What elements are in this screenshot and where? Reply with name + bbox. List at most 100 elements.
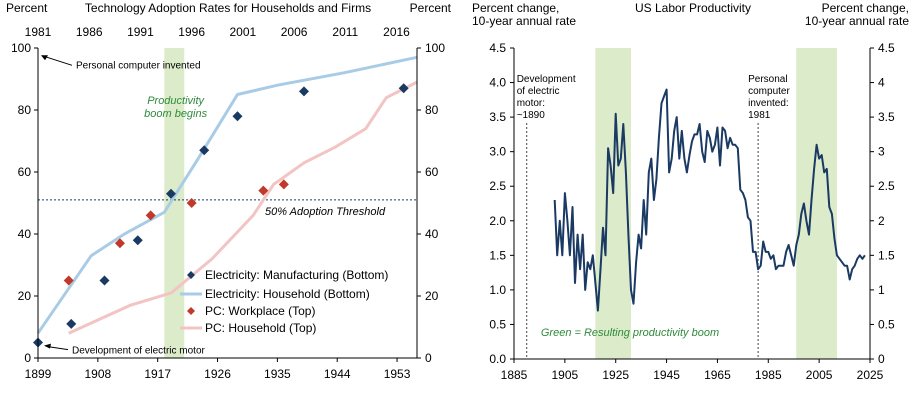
motor-arrow [47, 346, 69, 351]
y-tick-label-right: 4 [878, 76, 885, 90]
point-electricity-manufacturing-bottom- [199, 145, 210, 156]
event-marker-label: computer [748, 86, 790, 97]
right-ylabel-right-line-2: 10-year annual rate [805, 14, 909, 28]
point-pc-workplace-top- [278, 179, 289, 190]
productivity-boom-band [595, 48, 631, 359]
x-top-tick-label: 2016 [383, 25, 410, 39]
x-bottom-tick-label: 1917 [144, 367, 171, 381]
adoption-threshold-label: 50% Adoption Threshold [265, 206, 386, 218]
point-pc-workplace-top- [114, 238, 125, 249]
y-tick-label-right: 2 [878, 214, 885, 228]
y-tick-label: 20 [18, 289, 32, 303]
legend-label-electricity-household: Electricity: Household (Bottom) [205, 287, 370, 301]
y-tick-label: 60 [18, 165, 32, 179]
legend-marker-pc-workplace [187, 307, 195, 315]
y-tick-label: 2.5 [489, 179, 506, 193]
x-bottom-tick-label: 1926 [204, 367, 231, 381]
event-marker-label: motor: [517, 98, 545, 109]
y-tick-label: 100 [11, 41, 31, 55]
boom-label-line: boom begins [144, 108, 207, 120]
point-electricity-manufacturing-bottom- [165, 188, 176, 199]
point-pc-workplace-top- [145, 210, 156, 221]
point-electricity-manufacturing-bottom- [232, 111, 243, 122]
y-tick-label: 80 [18, 103, 32, 117]
y-tick-label-right: 3 [878, 145, 885, 159]
boom-label-line: Productivity [147, 95, 205, 107]
x-top-tick-label: 1986 [76, 25, 103, 39]
y-tick-label: 4.5 [489, 41, 506, 55]
y-tick-label: 3.0 [489, 145, 506, 159]
left-title: Technology Adoption Rates for Households… [85, 1, 371, 15]
adoption-chart: 50% Adoption Threshold 0 0 20 20 40 40 60 60 80 8… [6, 1, 452, 381]
pc-invented-arrowhead [41, 55, 48, 61]
x-bottom-tick-label: 1908 [84, 367, 111, 381]
y-tick-label-right: 100 [425, 41, 445, 55]
legend-label-pc-household: PC: Household (Top) [205, 321, 316, 335]
x-top-tick-label: 2001 [230, 25, 257, 39]
right-ylabel-left-line-1: Percent change, [472, 1, 559, 15]
y-tick-label: 2.0 [489, 214, 506, 228]
event-marker-label: of electric [517, 86, 560, 97]
y-tick-label: 0.5 [489, 317, 506, 331]
left-ylabel-left: Percent [6, 1, 48, 15]
x-top-tick-label: 2006 [281, 25, 308, 39]
right-ylabel-left-line-2: 10-year annual rate [472, 14, 576, 28]
legend-label-electricity-manufacturing: Electricity: Manufacturing (Bottom) [205, 268, 388, 282]
event-marker-label: Personal [748, 74, 787, 85]
point-electricity-manufacturing-bottom- [298, 86, 309, 97]
x-bottom-tick-label: 1953 [384, 367, 411, 381]
motor-arrowhead [44, 343, 51, 349]
productivity-boom-band [796, 48, 837, 359]
point-pc-workplace-top- [63, 275, 74, 286]
x-bottom-tick-label: 1944 [324, 367, 351, 381]
adoption-legend: Electricity: Manufacturing (Bottom) Elec… [180, 268, 388, 335]
y-tick-label-right: 40 [425, 227, 439, 241]
series-line-electricity-household-bottom- [36, 55, 418, 335]
point-electricity-manufacturing-bottom- [398, 83, 409, 94]
y-tick-label-right: 4.5 [878, 41, 895, 55]
y-tick-label: 40 [18, 227, 32, 241]
y-tick-label-right: 20 [425, 289, 439, 303]
event-marker-label: 1981 [748, 110, 771, 121]
y-tick-label: 3.5 [489, 110, 506, 124]
x-tick-label: 2005 [806, 368, 833, 382]
y-tick-label-right: 3.5 [878, 110, 895, 124]
y-tick-label: 1.5 [489, 248, 506, 262]
legend-marker-electricity-manufacturing [187, 271, 195, 279]
y-tick-label: 4.0 [489, 76, 506, 90]
pc-invented-label: Personal computer invented [76, 60, 201, 71]
x-tick-label: 1925 [602, 368, 629, 382]
event-marker-label: ~1890 [517, 110, 546, 121]
x-top-tick-label: 1981 [25, 25, 52, 39]
pc-invented-arrow [43, 55, 73, 66]
point-pc-workplace-top- [186, 198, 197, 208]
legend-label-pc-workplace: PC: Workplace (Top) [205, 304, 315, 318]
event-marker-label: invented: [748, 98, 789, 109]
y-tick-label-right: 0.5 [878, 317, 895, 331]
point-electricity-manufacturing-bottom- [132, 235, 143, 246]
x-top-tick-label: 1991 [127, 25, 154, 39]
x-bottom-tick-label: 1899 [25, 367, 52, 381]
y-tick-label-right: 0 [425, 351, 432, 365]
x-tick-label: 1885 [501, 368, 528, 382]
y-tick-label-right: 60 [425, 165, 439, 179]
left-ylabel-right: Percent [410, 1, 452, 15]
right-ylabel-right-line-1: Percent change, [822, 1, 909, 15]
point-electricity-manufacturing-bottom- [99, 275, 110, 286]
y-tick-label-right: 0 [878, 352, 885, 366]
event-marker-label: Development [517, 74, 576, 85]
y-tick-label-right: 1 [878, 283, 885, 297]
motor-label: Development of electric motor [72, 346, 206, 357]
right-title: US Labor Productivity [635, 1, 751, 15]
x-tick-label: 1985 [755, 368, 782, 382]
y-tick-label-right: 1.5 [878, 248, 895, 262]
x-tick-label: 1905 [552, 368, 579, 382]
y-tick-label: 0 [24, 351, 31, 365]
point-electricity-manufacturing-bottom- [66, 318, 77, 329]
x-top-tick-label: 2011 [332, 25, 358, 39]
productivity-note: Green = Resulting productivity boom [541, 327, 719, 339]
x-top-tick-label: 1996 [178, 25, 205, 39]
series-line-pc-household-top- [68, 80, 418, 335]
